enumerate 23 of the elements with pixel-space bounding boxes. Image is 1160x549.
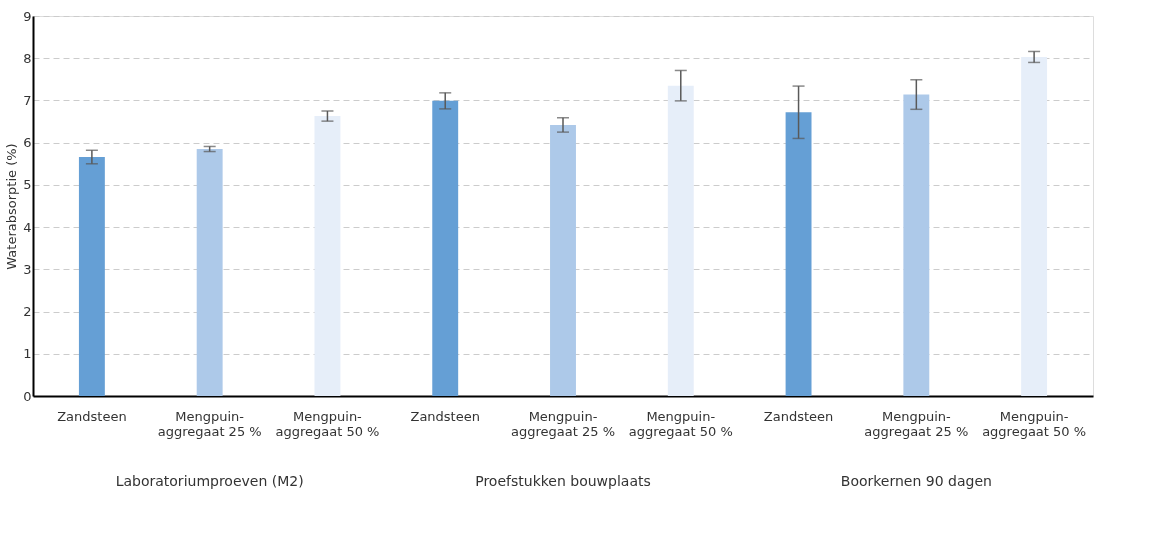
text: Boorkernen 90 dagen	[840, 473, 992, 489]
x-tick-label: Zandsteen	[763, 408, 834, 424]
y-tick-label: 5	[23, 177, 32, 193]
text: Laboratoriumproeven (M2)	[115, 473, 304, 489]
x-tick-label: Zandsteen	[410, 408, 480, 424]
y-tick-label: 3	[23, 261, 32, 277]
y-tick-label: 8	[23, 50, 32, 66]
x-tick-label: Mengpuin- aggregaat 50 %	[982, 408, 1087, 439]
y-tick-label: 9	[23, 8, 32, 24]
y-tick-label: 1	[23, 346, 32, 362]
x-tick-label: Mengpuin- aggregaat 25 %	[157, 408, 262, 439]
x-tick-label: Zandsteen	[57, 408, 127, 424]
x-tick-label: Mengpuin- aggregaat 25 %	[511, 408, 615, 439]
y-tick-label: 2	[23, 304, 32, 320]
x-tick-label: Mengpuin- aggregaat 50 %	[275, 408, 380, 439]
y-tick-label: 4	[23, 219, 32, 235]
y-axis-title: Waterabsorptie (%)	[4, 143, 20, 270]
y-tick-label: 6	[23, 135, 32, 151]
y-tick-label: 7	[23, 92, 32, 108]
y-tick-label: 0	[23, 388, 32, 404]
text: Proefstukken bouwplaats	[475, 473, 651, 489]
x-tick-label: Mengpuin- aggregaat 50 %	[628, 408, 733, 439]
x-tick-label: Mengpuin- aggregaat 25 %	[864, 408, 969, 439]
